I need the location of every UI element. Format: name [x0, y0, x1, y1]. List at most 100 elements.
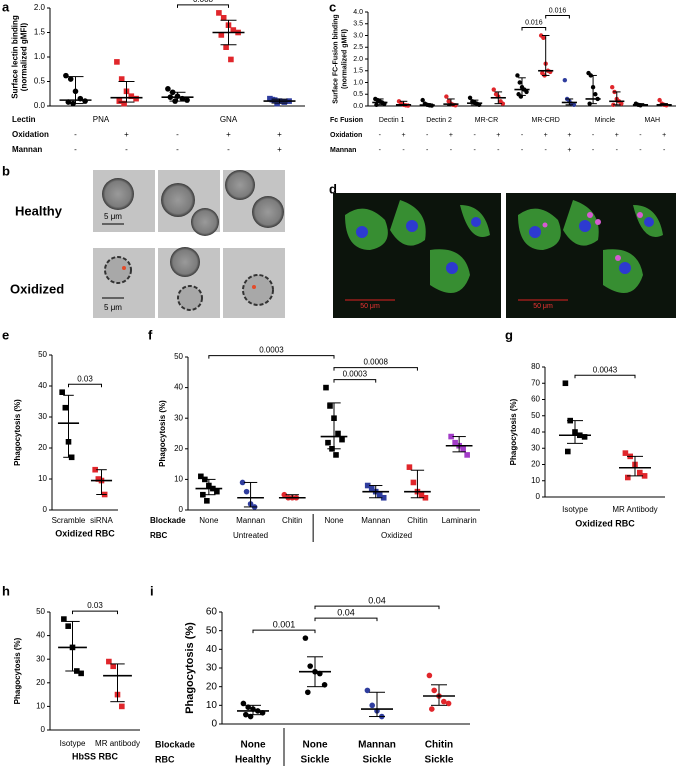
x-tick-label: -: [402, 147, 405, 154]
data-point: [491, 87, 496, 92]
y-tick-label: 50: [38, 350, 47, 359]
x-tick-label: +: [567, 147, 571, 154]
y-axis-label: (normalized gMFI): [341, 29, 348, 89]
y-tick-label: 0.5: [34, 77, 46, 86]
y-tick-label: 1.5: [353, 68, 363, 75]
group-label: GNA: [220, 115, 238, 124]
data-point: [133, 95, 139, 102]
p-value: 0.001: [273, 620, 296, 630]
data-point: [562, 380, 569, 387]
scale-bar-label: 5 μm: [104, 303, 122, 312]
data-point: [218, 32, 225, 38]
row-name: Mannan: [330, 147, 356, 154]
x-tick-label: Chitin: [407, 516, 427, 525]
y-tick-label: 2.5: [353, 44, 363, 51]
y-tick-label: 50: [36, 607, 45, 616]
x-tick-label: -: [74, 145, 77, 154]
data-point: [610, 85, 615, 90]
data-point: [441, 698, 447, 705]
data-point: [62, 404, 69, 411]
y-axis-label: Phagocytosis (%): [13, 637, 22, 704]
data-point: [305, 689, 311, 696]
data-point: [622, 450, 629, 456]
data-point: [63, 72, 69, 79]
data-point: [364, 687, 371, 694]
y-tick-label: 1.5: [34, 28, 46, 37]
data-point: [410, 479, 417, 486]
row-name: Mannan: [12, 145, 42, 154]
x-tick-label: None: [303, 740, 328, 751]
data-point: [444, 94, 449, 99]
y-tick-label: 3.0: [353, 32, 363, 39]
x-tick-label: -: [521, 132, 524, 139]
x-axis-label: Oxidized RBC: [575, 518, 635, 528]
y-tick-label: 30: [174, 413, 183, 422]
y-tick-label: 0: [179, 505, 184, 514]
significance-bracket: [574, 374, 636, 379]
y-tick-label: 0: [211, 719, 217, 730]
row-name: Oxidation: [330, 132, 362, 139]
group-label: MR-CR: [475, 117, 498, 124]
data-point: [321, 682, 328, 688]
y-tick-label: 0: [536, 492, 541, 501]
y-tick-label: 50: [531, 411, 540, 420]
data-point: [325, 439, 331, 446]
group-label: PNA: [93, 115, 110, 124]
data-point: [335, 430, 341, 437]
data-point: [637, 469, 643, 476]
row-name: Fc Fusion: [330, 117, 363, 124]
y-tick-label: 0.0: [353, 103, 363, 110]
y-tick-label: 0: [43, 505, 48, 514]
x-tick-label: +: [277, 130, 282, 139]
x-axis-label: HbSS RBC: [72, 751, 119, 761]
y-axis-label: (normalized gMFI): [20, 22, 29, 91]
p-value: 0.016: [525, 19, 543, 26]
x-tick-label: -: [426, 147, 429, 154]
y-axis-label: Phagocytosis (%): [509, 398, 518, 465]
significance-bracket: [314, 605, 440, 610]
x-tick-label: -: [379, 132, 382, 139]
data-point: [116, 98, 123, 104]
data-point: [184, 97, 190, 103]
data-point: [281, 99, 288, 105]
data-point: [281, 491, 288, 498]
x-tick-label: Mannan: [236, 516, 265, 525]
x-tick-label: Healthy: [235, 755, 272, 766]
data-point: [420, 97, 425, 103]
y-tick-label: 50: [206, 625, 218, 636]
data-point: [59, 389, 65, 395]
y-tick-label: 2.0: [353, 56, 363, 63]
group-label: MR-CRD: [531, 117, 559, 124]
y-tick-label: 1.0: [353, 79, 363, 86]
data-point: [78, 670, 84, 677]
data-point: [426, 672, 433, 679]
data-point: [464, 452, 470, 458]
data-point: [67, 76, 74, 82]
data-point: [106, 658, 112, 665]
y-tick-label: 60: [531, 395, 540, 404]
y-tick-label: 20: [174, 444, 183, 453]
y-tick-label: 30: [206, 663, 218, 674]
data-point: [376, 491, 383, 498]
y-tick-label: 1.0: [34, 52, 46, 61]
data-point: [657, 97, 662, 103]
significance-bracket: [72, 610, 118, 615]
y-tick-label: 80: [531, 362, 540, 371]
x-tick-label: -: [227, 145, 230, 154]
y-tick-label: 0.0: [34, 101, 46, 110]
x-tick-label: +: [277, 145, 282, 154]
panel-letter: b: [2, 163, 10, 178]
x-tick-label: -: [639, 147, 642, 154]
x-tick-label: +: [226, 130, 231, 139]
y-tick-label: 50: [174, 352, 183, 361]
y-tick-label: 30: [36, 654, 45, 663]
data-point: [406, 464, 413, 470]
significance-bracket: [545, 15, 570, 19]
x-tick-label: None: [199, 516, 219, 525]
row-label: Oxidized: [10, 281, 64, 296]
x-tick-label: -: [473, 132, 476, 139]
p-value: 0.03: [87, 601, 103, 610]
data-point: [445, 700, 452, 707]
data-point: [364, 482, 371, 489]
